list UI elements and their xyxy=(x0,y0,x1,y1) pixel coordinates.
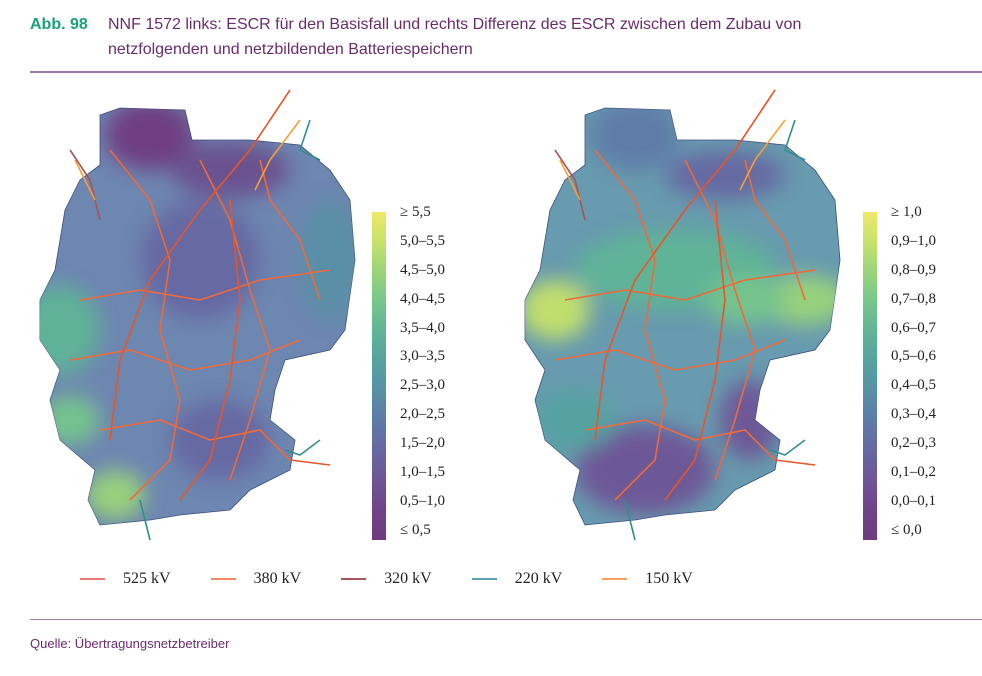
legend-item-320kv: 320 kV xyxy=(341,570,432,588)
colorbar-label: ≥ 5,5 xyxy=(400,204,431,220)
bottom-divider xyxy=(30,619,982,620)
legend-label: 525 kV xyxy=(123,570,171,587)
colorbar-label: 2,0–2,5 xyxy=(400,406,445,423)
legend-label: 380 kV xyxy=(253,570,302,587)
colorbar-label: 3,5–4,0 xyxy=(400,319,445,336)
colorbar-label: 2,5–3,0 xyxy=(400,377,445,394)
colorbar-label: 0,8–0,9 xyxy=(891,261,936,278)
line-swatch xyxy=(471,578,497,580)
colorbar-label: 1,0–1,5 xyxy=(400,464,445,481)
colorbar-label: 0,9–1,0 xyxy=(891,232,936,249)
right-colorbar-labels: ≥ 1,0 0,9–1,0 0,8–0,9 0,7–0,8 0,6–0,7 0,… xyxy=(891,204,936,551)
legend-item-525kv: 525 kV xyxy=(80,570,171,588)
figure-title: NNF 1572 links: ESCR für den Basisfall u… xyxy=(108,16,802,58)
colorbar-label: 0,6–0,7 xyxy=(891,319,936,336)
colorbar-label: ≤ 0,5 xyxy=(400,521,431,538)
colorbar-label: 0,3–0,4 xyxy=(891,406,936,423)
source-note: Quelle: Übertragungsnetzbetreiber xyxy=(30,636,230,651)
colorbar-label: 4,0–4,5 xyxy=(400,290,445,307)
right-colorbar xyxy=(863,212,877,540)
colorbar-label: ≤ 0,0 xyxy=(891,521,922,538)
colorbar-label: 5,0–5,5 xyxy=(400,232,445,249)
line-swatch xyxy=(210,578,236,580)
voltage-legend: 525 kV 380 kV 320 kV 220 kV 150 kV xyxy=(80,570,733,588)
legend-label: 220 kV xyxy=(514,570,563,587)
colorbar-label: 0,1–0,2 xyxy=(891,464,936,481)
colorbar-label: 4,5–5,0 xyxy=(400,261,445,278)
line-swatch xyxy=(602,578,628,580)
colorbar-label: 0,7–0,8 xyxy=(891,290,936,307)
colorbar-label: 1,5–2,0 xyxy=(400,435,445,452)
legend-label: 150 kV xyxy=(645,570,693,587)
left-colorbar xyxy=(372,212,386,540)
colorbar-label: 0,0–0,1 xyxy=(891,492,936,509)
line-swatch xyxy=(341,578,367,580)
colorbar-label: 0,4–0,5 xyxy=(891,377,936,394)
colorbar-label: ≥ 1,0 xyxy=(891,204,922,220)
left-colorbar-labels: ≥ 5,5 5,0–5,5 4,5–5,0 4,0–4,5 3,5–4,0 3,… xyxy=(400,204,445,551)
colorbar-label: 0,5–1,0 xyxy=(400,492,445,509)
legend-label: 320 kV xyxy=(384,570,432,587)
line-swatch xyxy=(80,578,105,580)
figure-label: Abb. 98 xyxy=(30,16,88,33)
legend-item-150kv: 150 kV xyxy=(602,570,693,588)
legend-item-380kv: 380 kV xyxy=(210,570,302,588)
colorbar-label: 0,5–0,6 xyxy=(891,348,936,365)
right-map-escr-differenz xyxy=(524,89,841,541)
legend-item-220kv: 220 kV xyxy=(471,570,563,588)
colorbar-label: 0,2–0,3 xyxy=(891,435,936,452)
colorbar-label: 3,0–3,5 xyxy=(400,348,445,365)
left-map-escr-basisfall xyxy=(39,89,356,541)
top-divider xyxy=(30,71,982,73)
